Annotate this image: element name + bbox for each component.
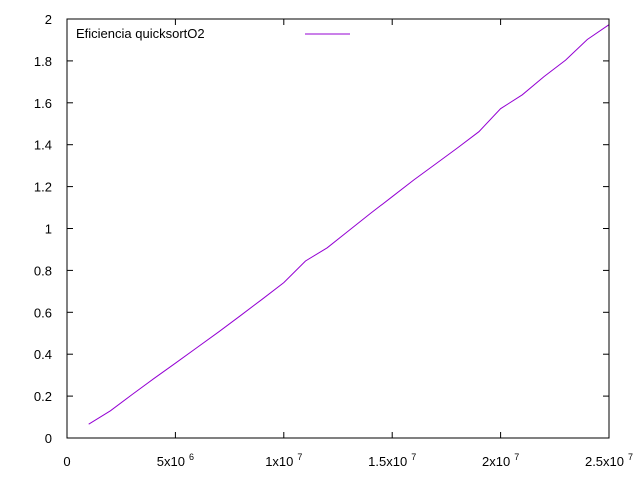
y-tick-label: 0.2 <box>34 389 52 404</box>
x-tick-exponent: 7 <box>628 452 633 462</box>
x-tick-exponent: 7 <box>411 452 416 462</box>
x-tick-exponent: 6 <box>189 452 194 462</box>
series-line <box>88 24 610 425</box>
x-tick-mantissa: 2.5x10 <box>585 454 624 469</box>
y-tick-label: 0.6 <box>34 305 52 320</box>
x-tick-mantissa: 2x10 <box>482 454 510 469</box>
x-tick-mantissa: 1x10 <box>265 454 293 469</box>
y-tick-label: 0 <box>45 431 52 446</box>
x-tick-label: 2x10 7 <box>482 452 519 469</box>
x-tick-label: 5x10 6 <box>157 452 194 469</box>
y-tick-label: 1 <box>45 222 52 237</box>
y-tick-label: 0.4 <box>34 347 52 362</box>
y-axis: 0 0.2 0.4 0.6 0.8 1 1.2 1.4 1.6 1.8 2 <box>34 12 609 446</box>
y-tick-label: 0.8 <box>34 263 52 278</box>
x-tick-label: 1x10 7 <box>265 452 302 469</box>
y-tick-label: 2 <box>45 12 52 27</box>
y-tick-label: 1.6 <box>34 96 52 111</box>
plot-marks <box>88 24 610 425</box>
x-tick-label: 2.5x10 7 <box>585 452 633 469</box>
y-tick-label: 1.8 <box>34 54 52 69</box>
x-tick-mantissa: 1.5x10 <box>368 454 407 469</box>
x-tick-mantissa: 5x10 <box>157 454 185 469</box>
legend-label: Eficiencia quicksortO2 <box>76 26 205 41</box>
x-tick-exponent: 7 <box>514 452 519 462</box>
y-tick-label: 1.4 <box>34 138 52 153</box>
legend: Eficiencia quicksortO2 <box>76 26 350 41</box>
x-tick-mantissa: 0 <box>63 454 70 469</box>
y-tick-label: 1.2 <box>34 180 52 195</box>
x-tick-label: 1.5x10 7 <box>368 452 416 469</box>
x-tick-exponent: 7 <box>297 452 302 462</box>
x-tick-label: 0 <box>63 454 70 469</box>
x-axis: 0 5x10 6 1x10 7 1.5x10 7 2x10 7 2.5x10 7 <box>63 19 633 469</box>
